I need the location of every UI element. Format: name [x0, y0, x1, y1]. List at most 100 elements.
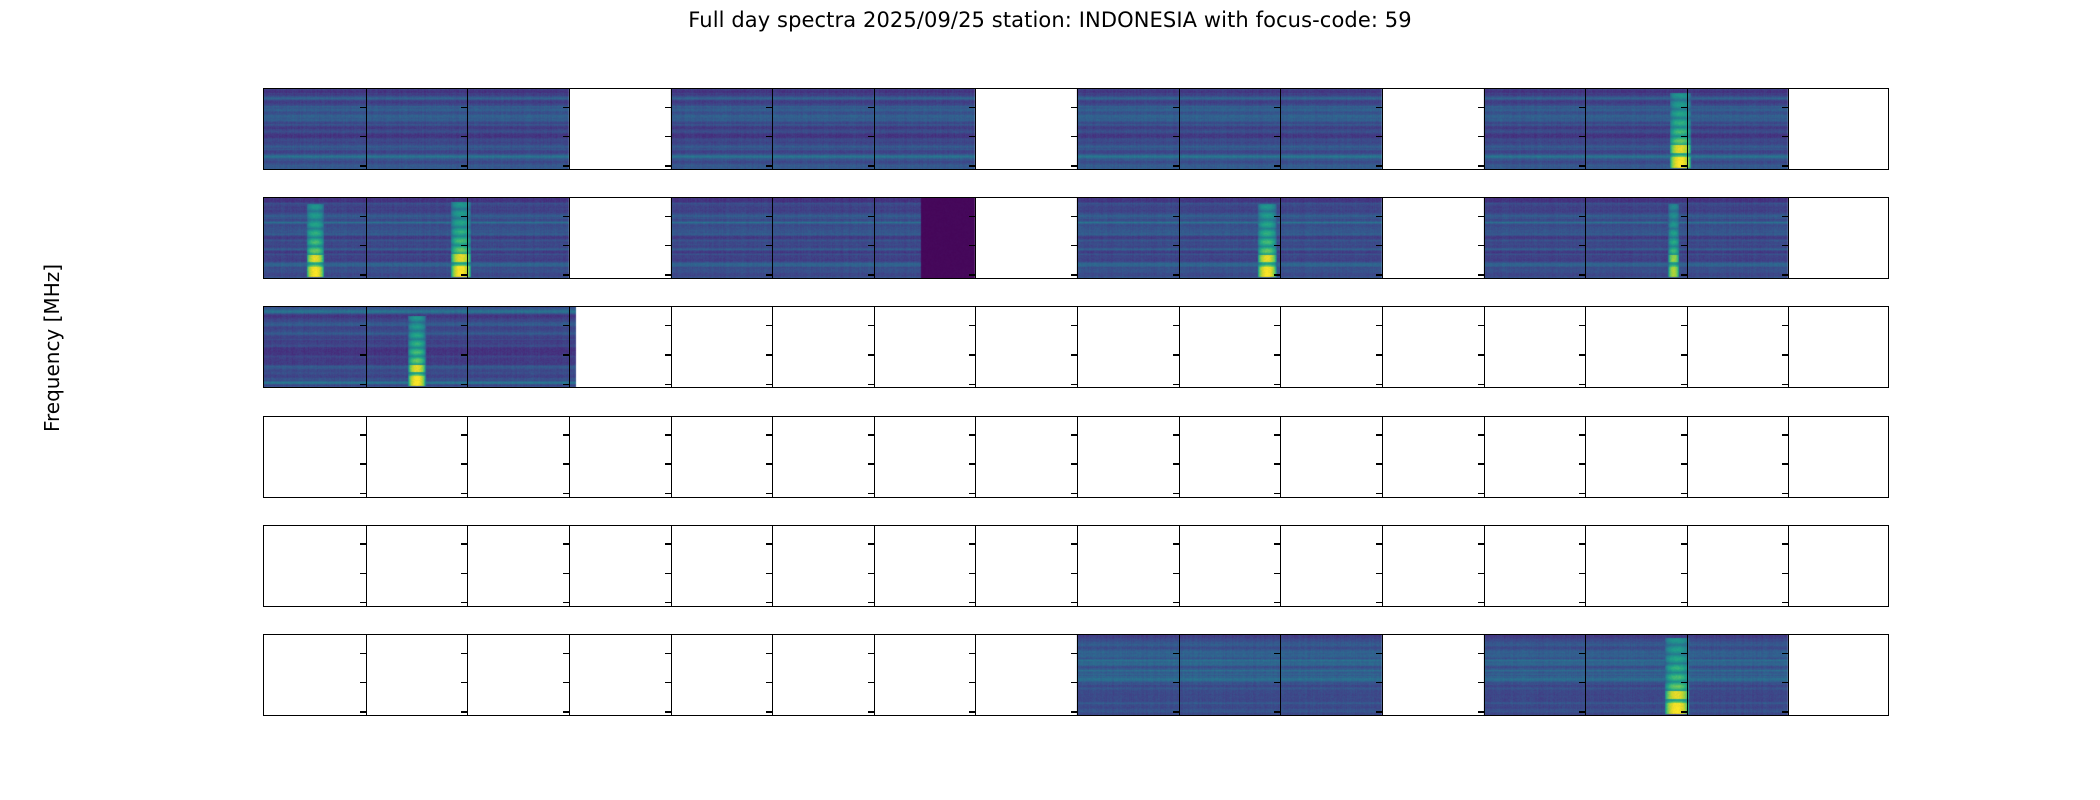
subplot-divider [1382, 635, 1383, 715]
subplot-divider [1077, 307, 1078, 388]
y-tick-inner [1173, 681, 1179, 684]
y-tick-inner [1579, 572, 1585, 575]
y-tick-inner [1681, 383, 1687, 385]
subplot-divider [1788, 416, 1789, 497]
y-tick-inner [1071, 463, 1077, 465]
y-tick-inner [665, 463, 671, 465]
y-tick-inner [563, 711, 569, 713]
y-tick [263, 136, 264, 137]
y-tick-inner [1173, 543, 1179, 545]
y-tick-inner [360, 106, 366, 108]
y-tick-inner [1681, 165, 1687, 167]
y-tick-inner [461, 106, 467, 108]
y-tick-inner [1376, 274, 1382, 276]
y-tick-inner [1274, 543, 1280, 545]
subplot-divider [975, 525, 976, 606]
y-tick-inner [563, 543, 569, 545]
subplot-divider [671, 635, 672, 715]
y-tick-inner [1681, 434, 1687, 436]
subplot-divider [772, 525, 773, 606]
y-tick-inner [1274, 106, 1280, 108]
y-tick-inner [1579, 165, 1585, 167]
y-tick-inner [360, 383, 366, 385]
y-tick-inner [1071, 106, 1077, 108]
x-tick [264, 715, 265, 716]
y-tick-inner [461, 274, 467, 276]
x-tick [1484, 715, 1485, 716]
y-tick [263, 165, 264, 166]
y-tick [263, 543, 264, 544]
subplot-divider [1788, 198, 1789, 279]
y-tick-inner [1782, 492, 1788, 495]
y-tick-inner [969, 354, 975, 356]
y-tick-inner [1376, 543, 1382, 545]
subplot-divider [975, 635, 976, 715]
y-tick-inner [1274, 383, 1280, 385]
y-tick-inner [1071, 274, 1077, 276]
subplot-divider [874, 525, 875, 606]
y-tick-inner [665, 274, 671, 276]
y-tick [263, 573, 264, 574]
subplot-divider [1585, 307, 1586, 388]
y-tick-inner [1681, 681, 1687, 684]
y-tick-inner [1376, 165, 1382, 167]
y-tick-inner [461, 681, 467, 684]
y-tick-inner [868, 383, 874, 385]
subplot-divider [671, 198, 672, 279]
y-tick-inner [1782, 215, 1788, 218]
subplot-divider [772, 89, 773, 169]
subplot-divider [975, 307, 976, 388]
spectrogram-row-12-15ut: 100755012-15UT [263, 415, 1889, 498]
y-tick [263, 711, 264, 712]
y-tick-inner [969, 434, 975, 436]
y-tick-inner [461, 245, 467, 247]
y-tick-inner [1274, 135, 1280, 138]
y-tick-inner [969, 106, 975, 108]
subplot-divider [569, 635, 570, 715]
spectrogram-canvas [264, 635, 1888, 715]
y-tick-inner [1782, 711, 1788, 713]
subplot-divider [366, 416, 367, 497]
x-tick [975, 715, 976, 716]
y-tick-inner [1478, 245, 1484, 247]
subplot-divider [366, 525, 367, 606]
y-tick-inner [1478, 543, 1484, 545]
y-tick-inner [1173, 652, 1179, 654]
y-tick-inner [1071, 215, 1077, 218]
y-tick-inner [868, 543, 874, 545]
subplot-divider [1687, 635, 1688, 715]
y-tick-inner [766, 324, 772, 327]
y-tick-inner [1274, 354, 1280, 356]
y-tick [263, 107, 264, 108]
spectrogram-row-04-07ut: 100755004-07UT [263, 197, 1889, 280]
subplot-divider [1280, 198, 1281, 279]
subplot-divider [1788, 635, 1789, 715]
y-tick-inner [766, 215, 772, 218]
y-tick-inner [1579, 274, 1585, 276]
y-tick [263, 682, 264, 683]
y-tick-inner [1681, 245, 1687, 247]
y-tick-inner [766, 383, 772, 385]
y-tick [263, 216, 264, 217]
y-tick-inner [868, 106, 874, 108]
y-tick-inner [563, 106, 569, 108]
subplot-divider [1484, 198, 1485, 279]
y-tick-inner [563, 383, 569, 385]
y-tick-inner [1376, 652, 1382, 654]
y-tick-inner [563, 652, 569, 654]
y-tick-inner [1071, 245, 1077, 247]
y-tick-inner [665, 543, 671, 545]
y-tick-inner [1173, 463, 1179, 465]
y-tick-inner [868, 274, 874, 276]
subplot-divider [1484, 635, 1485, 715]
y-tick-inner [1071, 572, 1077, 575]
y-tick-inner [360, 245, 366, 247]
subplot-divider [1585, 198, 1586, 279]
y-tick-inner [766, 601, 772, 604]
y-tick-inner [1173, 324, 1179, 327]
y-tick-inner [665, 165, 671, 167]
subplot-divider [1382, 89, 1383, 169]
subplot-divider [1585, 635, 1586, 715]
y-tick-inner [766, 165, 772, 167]
subplot-divider [366, 89, 367, 169]
